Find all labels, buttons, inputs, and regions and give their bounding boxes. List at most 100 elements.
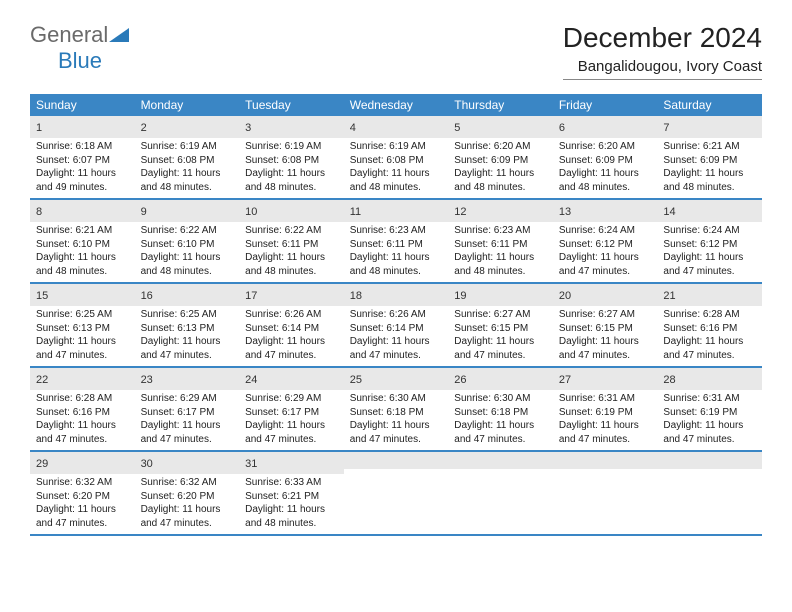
weeks-grid: 1Sunrise: 6:18 AMSunset: 6:07 PMDaylight… <box>30 116 762 536</box>
dow-cell: Tuesday <box>239 94 344 116</box>
sunset-line: Sunset: 6:14 PM <box>245 322 338 336</box>
day-body: Sunrise: 6:33 AMSunset: 6:21 PMDaylight:… <box>239 474 344 534</box>
day-number-bar: 29 <box>30 452 135 474</box>
day-number-bar <box>344 452 449 469</box>
sunrise-line: Sunrise: 6:19 AM <box>350 140 443 154</box>
sunset-line: Sunset: 6:16 PM <box>663 322 756 336</box>
logo-text-blue: Blue <box>58 48 102 73</box>
day-number-bar: 30 <box>135 452 240 474</box>
day-cell: 9Sunrise: 6:22 AMSunset: 6:10 PMDaylight… <box>135 200 240 282</box>
daylight-line: Daylight: 11 hours and 47 minutes. <box>245 335 338 362</box>
day-number: 8 <box>36 206 42 218</box>
week-row: 8Sunrise: 6:21 AMSunset: 6:10 PMDaylight… <box>30 200 762 284</box>
sunrise-line: Sunrise: 6:24 AM <box>663 224 756 238</box>
daylight-line: Daylight: 11 hours and 47 minutes. <box>559 335 652 362</box>
week-row: 22Sunrise: 6:28 AMSunset: 6:16 PMDayligh… <box>30 368 762 452</box>
daylight-line: Daylight: 11 hours and 47 minutes. <box>141 419 234 446</box>
sunrise-line: Sunrise: 6:33 AM <box>245 476 338 490</box>
day-number: 12 <box>454 206 466 218</box>
daylight-line: Daylight: 11 hours and 48 minutes. <box>141 167 234 194</box>
day-body: Sunrise: 6:29 AMSunset: 6:17 PMDaylight:… <box>239 390 344 450</box>
day-cell: 29Sunrise: 6:32 AMSunset: 6:20 PMDayligh… <box>30 452 135 534</box>
day-number: 3 <box>245 122 251 134</box>
day-body <box>657 469 762 529</box>
day-number-bar: 1 <box>30 116 135 138</box>
sunset-line: Sunset: 6:17 PM <box>141 406 234 420</box>
day-cell: 23Sunrise: 6:29 AMSunset: 6:17 PMDayligh… <box>135 368 240 450</box>
day-cell: 14 Sunrise: 6:24 AMSunset: 6:12 PMDayligh… <box>657 200 762 282</box>
sunrise-line: Sunrise: 6:21 AM <box>36 224 129 238</box>
day-cell: 2Sunrise: 6:19 AMSunset: 6:08 PMDaylight… <box>135 116 240 198</box>
day-number: 24 <box>245 374 257 386</box>
day-number-bar: 7 <box>657 116 762 138</box>
sunset-line: Sunset: 6:17 PM <box>245 406 338 420</box>
day-number-bar: 3 <box>239 116 344 138</box>
day-cell: 30Sunrise: 6:32 AMSunset: 6:20 PMDayligh… <box>135 452 240 534</box>
sunset-line: Sunset: 6:07 PM <box>36 154 129 168</box>
sunset-line: Sunset: 6:13 PM <box>141 322 234 336</box>
daylight-line: Daylight: 11 hours and 47 minutes. <box>245 419 338 446</box>
day-body: Sunrise: 6:26 AMSunset: 6:14 PMDaylight:… <box>239 306 344 366</box>
daylight-line: Daylight: 11 hours and 48 minutes. <box>663 167 756 194</box>
day-body: Sunrise: 6:21 AMSunset: 6:09 PMDaylight:… <box>657 138 762 198</box>
empty-cell <box>657 452 762 534</box>
day-cell: 12Sunrise: 6:23 AMSunset: 6:11 PMDayligh… <box>448 200 553 282</box>
day-number: 19 <box>454 290 466 302</box>
day-number-bar: 12 <box>448 200 553 222</box>
day-number-bar: 9 <box>135 200 240 222</box>
sunset-line: Sunset: 6:11 PM <box>454 238 547 252</box>
logo: General Blue <box>30 22 130 74</box>
day-number-bar: 22 <box>30 368 135 390</box>
sunrise-line: Sunrise: 6:32 AM <box>36 476 129 490</box>
sunrise-line: Sunrise: 6:31 AM <box>663 392 756 406</box>
day-body: Sunrise: 6:27 AMSunset: 6:15 PMDaylight:… <box>553 306 658 366</box>
day-body: Sunrise: 6:24 AMSunset: 6:12 PMDaylight:… <box>657 222 762 282</box>
day-body: Sunrise: 6:24 AMSunset: 6:12 PMDaylight:… <box>553 222 658 282</box>
daylight-line: Daylight: 11 hours and 47 minutes. <box>454 335 547 362</box>
empty-cell <box>448 452 553 534</box>
dow-cell: Wednesday <box>344 94 449 116</box>
day-cell: 31Sunrise: 6:33 AMSunset: 6:21 PMDayligh… <box>239 452 344 534</box>
day-number: 13 <box>559 206 571 218</box>
daylight-line: Daylight: 11 hours and 47 minutes. <box>350 419 443 446</box>
sunset-line: Sunset: 6:15 PM <box>454 322 547 336</box>
daylight-line: Daylight: 11 hours and 48 minutes. <box>141 251 234 278</box>
sunset-line: Sunset: 6:19 PM <box>559 406 652 420</box>
day-number: 20 <box>559 290 571 302</box>
day-cell: 4Sunrise: 6:19 AMSunset: 6:08 PMDaylight… <box>344 116 449 198</box>
day-cell: 10Sunrise: 6:22 AMSunset: 6:11 PMDayligh… <box>239 200 344 282</box>
sunset-line: Sunset: 6:20 PM <box>36 490 129 504</box>
day-body: Sunrise: 6:20 AMSunset: 6:09 PMDaylight:… <box>448 138 553 198</box>
day-number: 29 <box>36 458 48 470</box>
empty-cell <box>553 452 658 534</box>
sunrise-line: Sunrise: 6:23 AM <box>454 224 547 238</box>
sunset-line: Sunset: 6:09 PM <box>663 154 756 168</box>
day-cell: 21Sunrise: 6:28 AMSunset: 6:16 PMDayligh… <box>657 284 762 366</box>
day-number: 14 <box>663 206 675 218</box>
day-body: Sunrise: 6:32 AMSunset: 6:20 PMDaylight:… <box>135 474 240 534</box>
day-body: Sunrise: 6:25 AMSunset: 6:13 PMDaylight:… <box>30 306 135 366</box>
daylight-line: Daylight: 11 hours and 47 minutes. <box>454 419 547 446</box>
day-cell: 1Sunrise: 6:18 AMSunset: 6:07 PMDaylight… <box>30 116 135 198</box>
sunset-line: Sunset: 6:16 PM <box>36 406 129 420</box>
day-body: Sunrise: 6:18 AMSunset: 6:07 PMDaylight:… <box>30 138 135 198</box>
day-cell: 18Sunrise: 6:26 AMSunset: 6:14 PMDayligh… <box>344 284 449 366</box>
week-row: 1Sunrise: 6:18 AMSunset: 6:07 PMDaylight… <box>30 116 762 200</box>
sunrise-line: Sunrise: 6:20 AM <box>454 140 547 154</box>
day-body: Sunrise: 6:23 AMSunset: 6:11 PMDaylight:… <box>344 222 449 282</box>
title-block: December 2024 Bangalidougou, Ivory Coast <box>563 22 762 80</box>
daylight-line: Daylight: 11 hours and 48 minutes. <box>245 251 338 278</box>
sunset-line: Sunset: 6:18 PM <box>350 406 443 420</box>
sunset-line: Sunset: 6:08 PM <box>350 154 443 168</box>
daylight-line: Daylight: 11 hours and 48 minutes. <box>245 503 338 530</box>
day-cell: 24 Sunrise: 6:29 AMSunset: 6:17 PMDayligh… <box>239 368 344 450</box>
day-body <box>448 469 553 529</box>
empty-cell <box>344 452 449 534</box>
day-number-bar: 20 <box>553 284 658 306</box>
day-number: 5 <box>454 122 460 134</box>
sunset-line: Sunset: 6:08 PM <box>245 154 338 168</box>
daylight-line: Daylight: 11 hours and 49 minutes. <box>36 167 129 194</box>
day-body: Sunrise: 6:31 AMSunset: 6:19 PMDaylight:… <box>553 390 658 450</box>
day-number-bar <box>553 452 658 469</box>
day-number-bar: 31 <box>239 452 344 474</box>
